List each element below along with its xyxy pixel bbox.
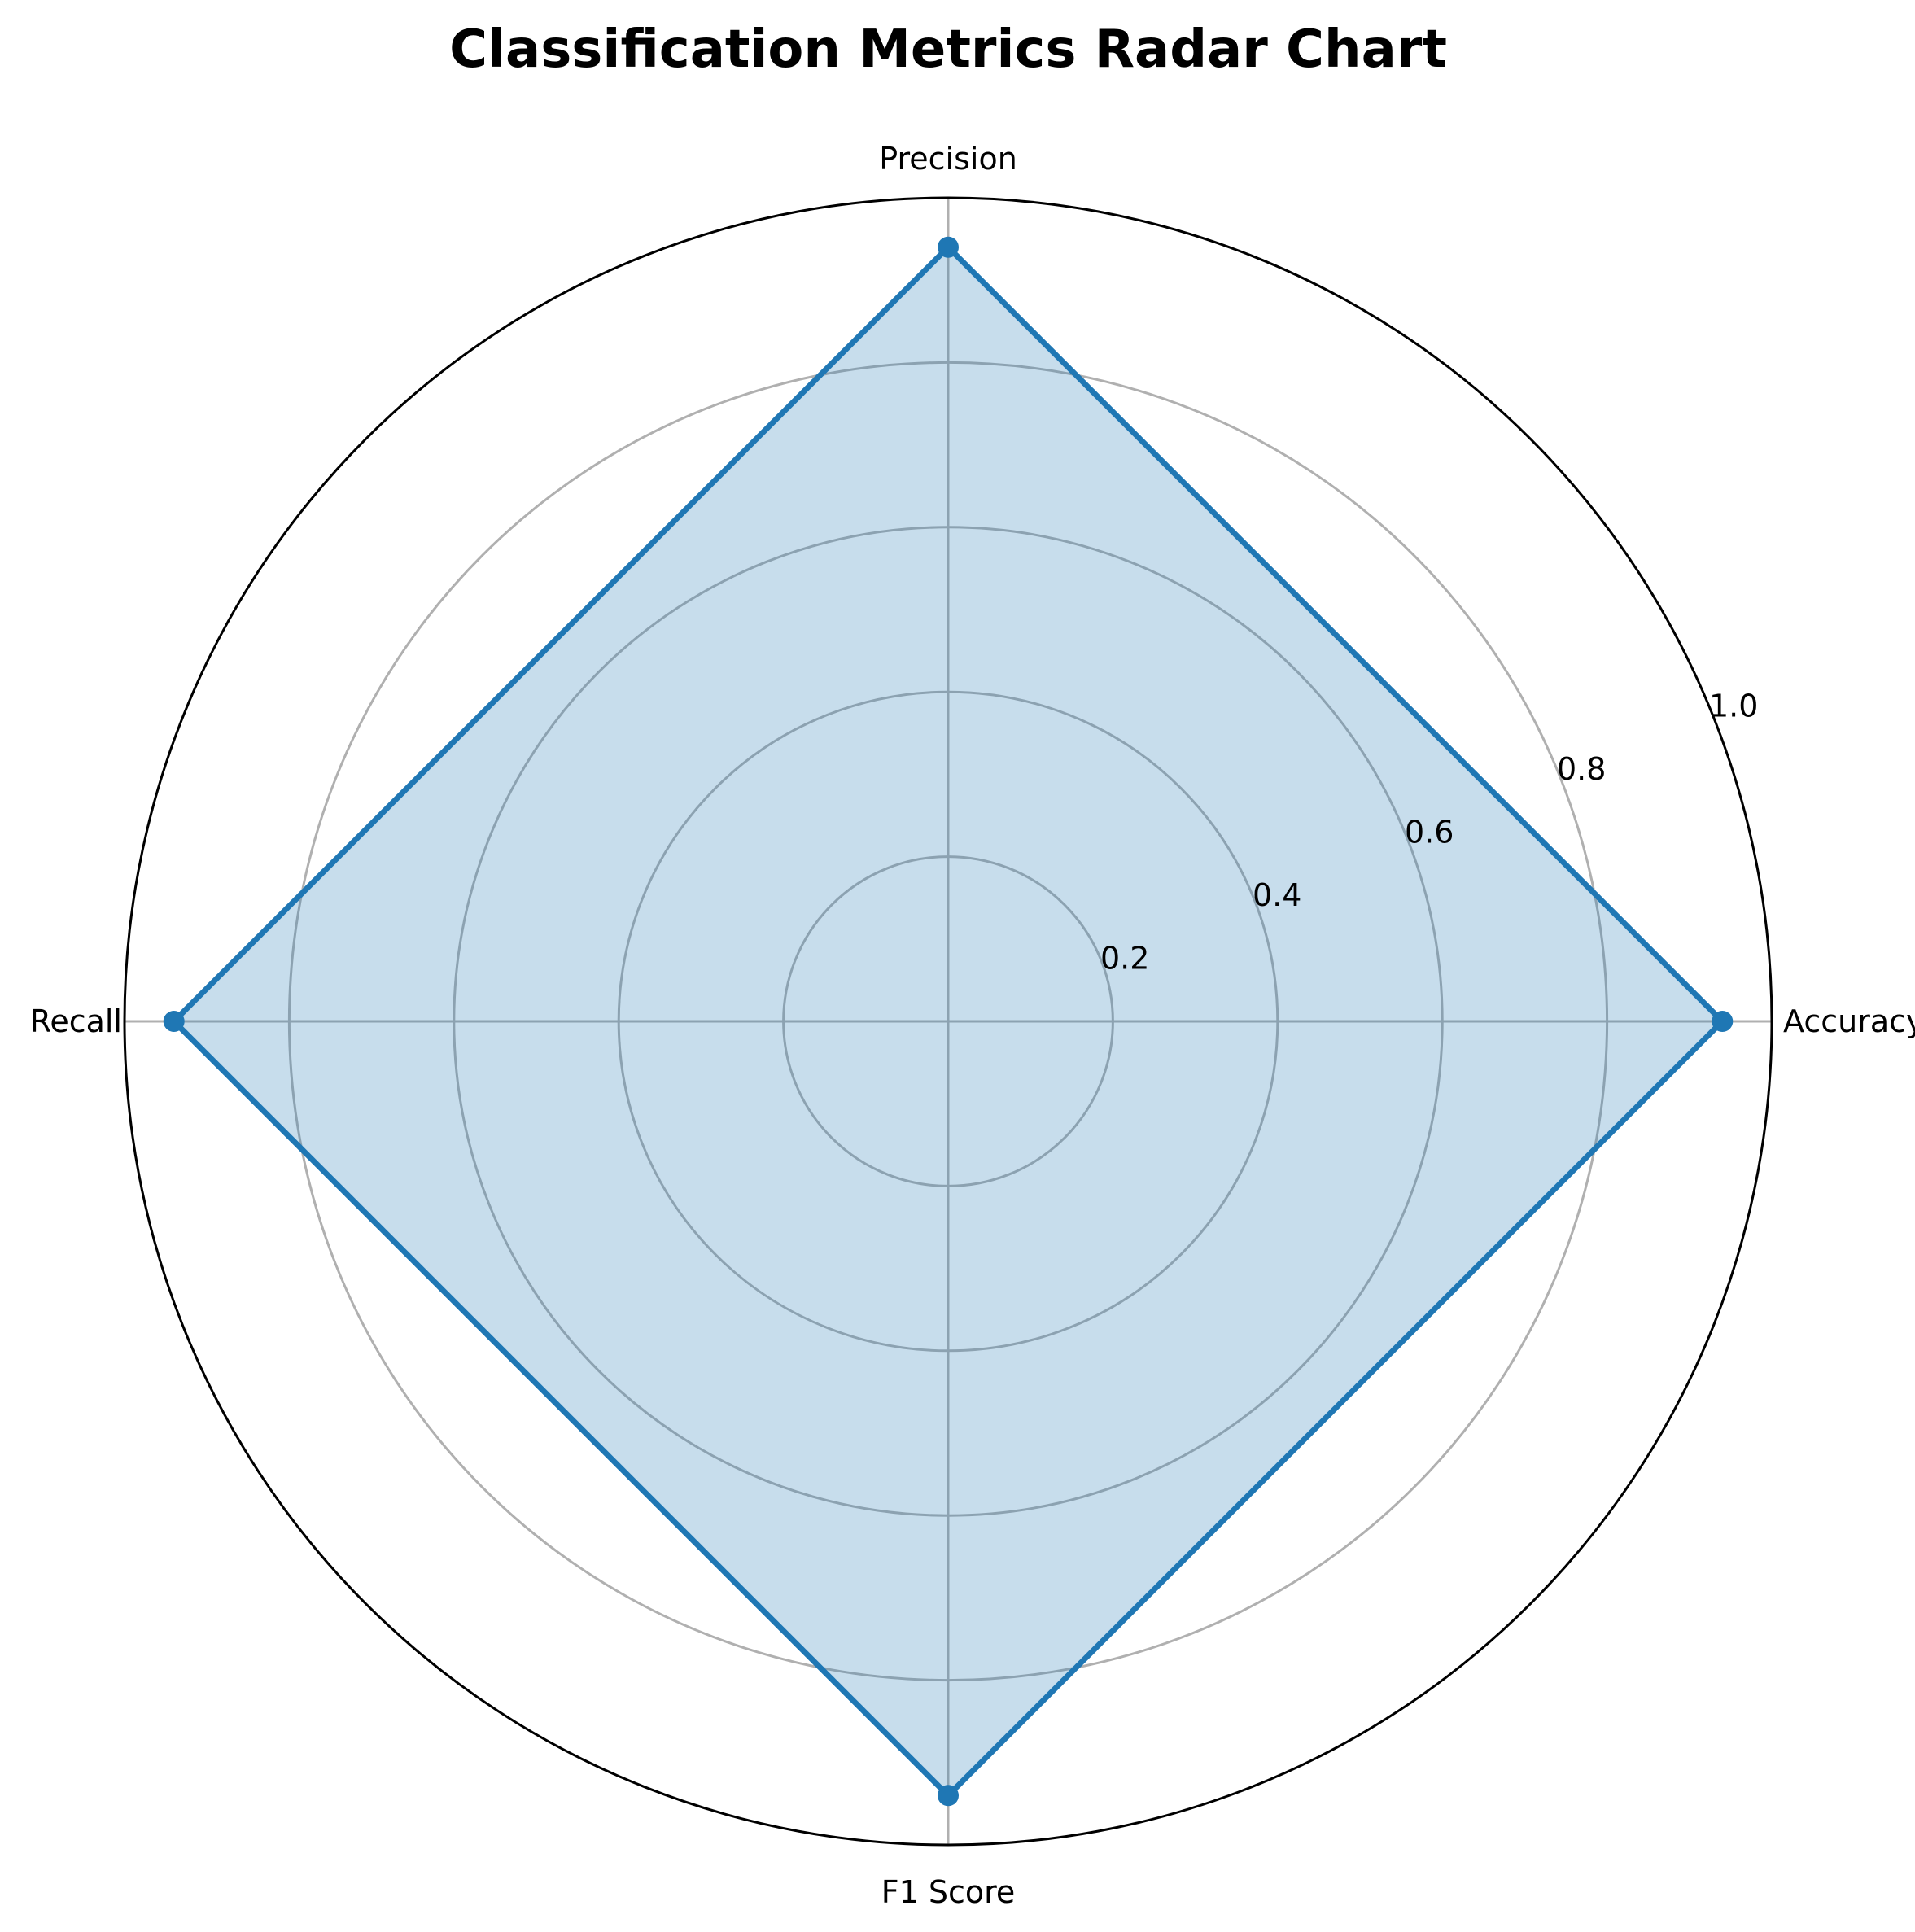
chart-title: Classification Metrics Radar Chart — [449, 20, 1447, 80]
rtick-label-1: 0.4 — [1253, 877, 1301, 913]
radar-series — [163, 236, 1734, 1807]
data-point-recall — [163, 1011, 185, 1032]
outer-circle — [123, 196, 1773, 1847]
radar-grid — [123, 196, 1773, 1847]
data-point-accuracy — [1712, 1011, 1734, 1032]
category-label-accuracy: Accuracy — [1783, 1003, 1915, 1039]
rtick-label-3: 0.8 — [1557, 751, 1606, 787]
rtick-label-2: 0.6 — [1405, 815, 1454, 850]
category-label-f1-score: F1 Score — [881, 1874, 1016, 1910]
data-point-precision — [938, 236, 959, 258]
rtick-label-0: 0.2 — [1100, 941, 1149, 977]
series-fill-0 — [173, 247, 1723, 1796]
data-point-f1-score — [938, 1785, 959, 1807]
radar-labels: Accuracy Precision Recall F1 Score 0.2 0.4 0.6… — [30, 141, 1915, 1910]
category-label-recall: Recall — [30, 1003, 122, 1039]
rtick-label-4: 1.0 — [1709, 688, 1758, 724]
category-label-precision: Precision — [879, 141, 1017, 177]
